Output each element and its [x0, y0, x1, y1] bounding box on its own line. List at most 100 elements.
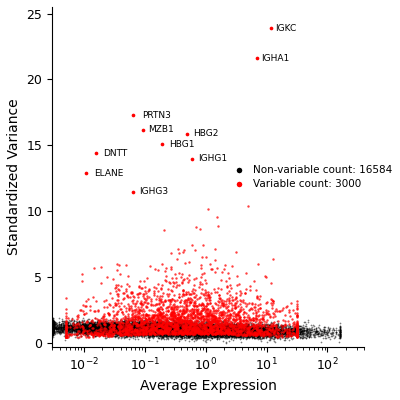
Point [135, 326, 142, 333]
Point [178, 331, 185, 337]
Point [297, 326, 303, 332]
Point [230, 326, 237, 333]
Point [176, 323, 182, 329]
Point [147, 332, 153, 338]
Point [146, 329, 152, 335]
Point [162, 327, 168, 334]
Point [148, 326, 154, 332]
Point [96, 328, 103, 334]
Point [150, 327, 156, 333]
Point [157, 322, 164, 328]
Point [196, 331, 202, 337]
Point [138, 332, 144, 338]
Point [183, 331, 189, 337]
Point [214, 326, 220, 332]
Point [235, 324, 241, 330]
Point [305, 326, 311, 332]
Point [209, 329, 215, 336]
Point [234, 326, 241, 333]
Point [66, 325, 72, 332]
Point [222, 331, 228, 338]
Point [183, 332, 189, 339]
Point [249, 328, 255, 334]
Point [155, 326, 162, 332]
Point [176, 328, 183, 335]
Point [216, 292, 222, 298]
Point [150, 335, 157, 341]
Point [103, 323, 109, 329]
Point [146, 324, 152, 330]
Point [222, 313, 229, 319]
Point [277, 331, 283, 338]
Point [174, 328, 181, 334]
Point [173, 325, 180, 331]
Point [50, 326, 57, 332]
Point [189, 326, 196, 332]
Point [156, 331, 162, 337]
Point [209, 326, 215, 332]
Point [180, 332, 186, 338]
Point [162, 329, 168, 335]
Point [165, 326, 172, 333]
Point [177, 324, 184, 330]
Point [82, 327, 88, 334]
Point [158, 324, 165, 330]
Point [137, 323, 144, 330]
Point [178, 271, 185, 277]
Point [205, 323, 211, 329]
Point [246, 314, 252, 320]
Point [135, 328, 141, 334]
Point [139, 308, 145, 314]
Point [244, 329, 250, 335]
Point [196, 315, 202, 321]
Point [123, 262, 130, 268]
Point [173, 325, 179, 332]
Point [174, 329, 180, 336]
Point [144, 328, 151, 335]
Point [121, 320, 128, 327]
Point [135, 327, 142, 334]
Point [126, 321, 133, 327]
Point [159, 327, 166, 334]
Point [258, 318, 265, 325]
Point [194, 322, 200, 328]
Point [159, 320, 166, 327]
Point [219, 330, 225, 336]
Point [98, 326, 104, 332]
Point [143, 326, 149, 333]
Point [222, 327, 228, 334]
Point [206, 327, 212, 333]
Point [118, 330, 124, 337]
Point [255, 324, 261, 330]
Point [180, 330, 187, 336]
Point [123, 323, 130, 330]
Point [166, 324, 173, 331]
Point [123, 319, 130, 325]
Point [152, 322, 158, 328]
Point [222, 325, 228, 331]
Point [136, 329, 142, 335]
Point [164, 325, 171, 332]
Point [104, 303, 110, 310]
Point [178, 326, 184, 332]
Point [206, 322, 213, 328]
Point [188, 324, 194, 330]
Point [99, 327, 106, 333]
Point [208, 334, 214, 341]
Point [119, 327, 126, 333]
Point [211, 326, 218, 332]
Point [180, 326, 186, 333]
Point [287, 324, 293, 330]
Point [161, 331, 168, 338]
Point [172, 315, 179, 321]
Point [245, 330, 251, 337]
Point [212, 333, 218, 339]
Point [64, 334, 70, 340]
Point [202, 327, 208, 334]
Point [226, 328, 232, 334]
Point [195, 333, 201, 339]
Point [131, 324, 138, 331]
Point [50, 325, 57, 332]
Point [250, 335, 257, 341]
Point [234, 327, 240, 333]
